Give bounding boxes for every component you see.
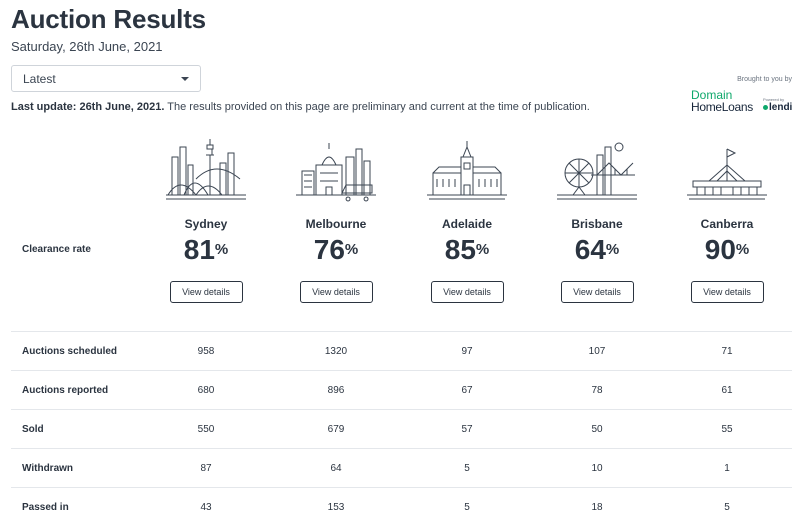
lendi-logo: lendi — [763, 102, 792, 113]
table-cell: 18 — [591, 502, 603, 513]
results-date: Saturday, 26th June, 2021 — [11, 39, 163, 54]
table-cell: 50 — [591, 424, 603, 435]
table-cell: 78 — [591, 385, 603, 396]
table-row: Auctions reported 680 896 67 78 61 — [11, 370, 792, 409]
table-cell: 57 — [461, 424, 473, 435]
clearance-rate-value: 64% — [574, 234, 620, 265]
table-row: Withdrawn 87 64 5 10 1 — [11, 448, 792, 487]
table-cell: 1 — [724, 463, 730, 474]
view-details-button-brisbane[interactable]: View details — [560, 281, 634, 303]
row-label: Auctions scheduled — [22, 346, 118, 357]
select-value: Latest — [23, 72, 56, 86]
table-cell: 153 — [327, 502, 345, 513]
lendi-dot-icon — [763, 104, 768, 110]
brought-to-you-text: Brought to you by — [737, 76, 792, 83]
city-name: Canberra — [700, 217, 754, 231]
caret-down-icon — [181, 77, 189, 81]
last-update-notice: Last update: 26th June, 2021. The result… — [11, 101, 590, 113]
canberra-skyline-icon — [687, 148, 767, 200]
melbourne-skyline-icon — [296, 143, 376, 202]
clearance-rate-value: 90% — [704, 234, 750, 265]
table-cell: 5 — [464, 463, 470, 474]
notice-text: The results provided on this page are pr… — [164, 101, 590, 113]
view-details-button-canberra[interactable]: View details — [690, 281, 764, 303]
table-cell: 97 — [461, 346, 473, 357]
city-column-sydney: Sydney 81% View details — [141, 135, 271, 303]
city-name: Brisbane — [571, 217, 623, 231]
table-row: Auctions scheduled 958 1320 97 107 71 — [11, 331, 792, 370]
sydney-skyline-icon — [166, 139, 246, 200]
page-title: Auction Results — [11, 4, 206, 34]
clearance-rate-value: 76% — [313, 234, 359, 265]
table-cell: 43 — [200, 502, 212, 513]
table-cell: 679 — [327, 424, 345, 435]
auction-stats-table: Auctions scheduled 958 1320 97 107 71 Au… — [11, 331, 792, 526]
table-cell: 87 — [200, 463, 212, 474]
table-cell: 55 — [721, 424, 733, 435]
city-name: Melbourne — [305, 217, 367, 231]
table-cell: 680 — [197, 385, 215, 396]
city-name: Sydney — [184, 217, 228, 231]
home-loans-logo-text: HomeLoans — [691, 100, 754, 114]
city-column-melbourne: Melbourne 76% View details — [271, 135, 401, 303]
table-cell: 5 — [464, 502, 470, 513]
table-row: Sold 550 679 57 50 55 — [11, 409, 792, 448]
last-update-date: Last update: 26th June, 2021. — [11, 101, 165, 113]
row-label: Passed in — [22, 502, 69, 513]
row-label: Withdrawn — [22, 463, 74, 474]
view-details-button-sydney[interactable]: View details — [169, 281, 243, 303]
results-period-select[interactable]: Latest — [11, 65, 201, 92]
table-cell: 896 — [327, 385, 345, 396]
table-cell: 67 — [461, 385, 473, 396]
powered-by-text: Powered by — [763, 97, 785, 102]
table-cell: 64 — [330, 463, 342, 474]
table-cell: 550 — [197, 424, 215, 435]
brisbane-skyline-icon — [557, 142, 637, 200]
city-name: Adelaide — [441, 217, 492, 231]
city-column-canberra: Canberra 90% View details — [662, 135, 792, 303]
city-column-brisbane: Brisbane 64% View details — [532, 135, 662, 303]
domain-logo-text: Domain — [691, 88, 733, 102]
row-label: Auctions reported — [22, 385, 109, 396]
clearance-rate-value: 85% — [444, 234, 490, 265]
table-cell: 61 — [721, 385, 733, 396]
table-cell: 10 — [591, 463, 603, 474]
table-cell: 1320 — [324, 346, 348, 357]
table-row: Passed in 43 153 5 18 5 — [11, 487, 792, 526]
clearance-rate-label: Clearance rate — [22, 244, 91, 255]
clearance-rate-value: 81% — [183, 234, 229, 265]
sponsor-logo[interactable]: Brought to you by Domain HomeLoans Power… — [690, 76, 796, 116]
adelaide-skyline-icon — [427, 141, 507, 200]
city-column-adelaide: Adelaide 85% View details — [402, 135, 532, 303]
table-cell: 107 — [588, 346, 606, 357]
table-cell: 958 — [197, 346, 215, 357]
view-details-button-adelaide[interactable]: View details — [430, 281, 504, 303]
table-cell: 5 — [724, 502, 730, 513]
row-label: Sold — [22, 424, 44, 435]
table-cell: 71 — [721, 346, 733, 357]
view-details-button-melbourne[interactable]: View details — [299, 281, 373, 303]
